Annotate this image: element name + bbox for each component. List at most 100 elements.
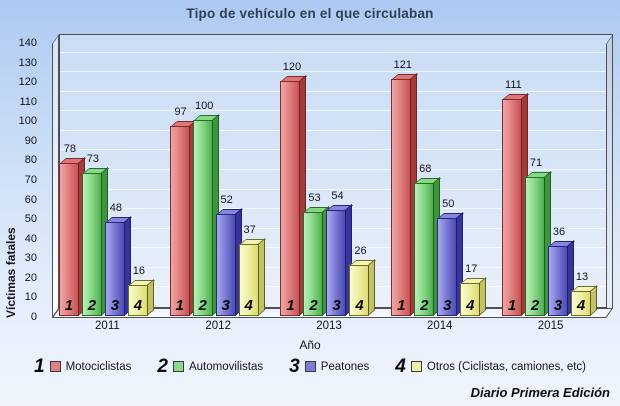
gridline <box>60 149 612 151</box>
bar-side-face <box>146 278 154 316</box>
gridline <box>60 90 612 92</box>
bar-2013-series1: 120 1 <box>280 61 308 316</box>
bar-series-number: 4 <box>576 297 586 314</box>
bar-value-label: 17 <box>465 262 478 275</box>
bar-2014-series2: 68 2 <box>414 163 442 316</box>
bar-value-label: 13 <box>575 270 589 283</box>
credit-text: Diario Primera Edición <box>470 385 610 400</box>
bar-2011-series4: 16 4 <box>127 265 156 316</box>
gridline <box>60 51 612 53</box>
bar-value-label: 53 <box>308 192 321 205</box>
legend-number: 3 <box>289 356 300 377</box>
x-tick-label: 2012 <box>205 320 231 332</box>
bar-series-number: 3 <box>332 297 341 314</box>
y-tick-label: 140 <box>18 37 37 49</box>
bar-value-label: 111 <box>505 78 522 91</box>
bar-2014-series3: 50 3 <box>437 198 465 316</box>
y-tick-label: 30 <box>24 252 37 265</box>
bar-side-face <box>479 276 487 316</box>
y-tick-label: 10 <box>24 291 37 304</box>
y-tick-label: 110 <box>19 95 37 108</box>
bar-group-2015: 111 1 71 2 36 3 13 4 <box>491 42 602 316</box>
y-tick-label: 0 <box>30 311 37 323</box>
bar-series-number: 1 <box>507 297 517 314</box>
bars-layer: 78 1 73 2 48 3 16 4 97 1 100 2 52 3 37 4 120 1 53 2 54 3 26 4 12… <box>52 42 606 316</box>
bar-series-number: 1 <box>64 297 74 314</box>
legend-item-2: 2 Automovilistas <box>157 357 263 376</box>
bar-value-label: 54 <box>331 190 344 203</box>
legend-label: Automovilistas <box>188 360 264 373</box>
legend-item-3: 3 Peatones <box>289 357 369 376</box>
gridline <box>60 169 612 170</box>
bar-2011-series1: 78 1 <box>58 143 87 316</box>
x-tick-label: 2011 <box>95 320 120 332</box>
bar-value-label: 71 <box>529 157 543 170</box>
legend-number: 4 <box>395 356 406 377</box>
chart-title: Tipo de vehículo en el que circulaban <box>186 6 434 21</box>
bar-value-label: 16 <box>132 264 145 277</box>
bar-2011-series3: 48 3 <box>104 202 133 316</box>
bar-side-face <box>368 259 376 316</box>
y-tick-label: 20 <box>24 271 37 284</box>
bar-series-number: 3 <box>443 297 452 314</box>
bar-group-2014: 121 1 68 2 50 3 17 4 <box>380 42 491 316</box>
bar-value-label: 121 <box>393 59 412 72</box>
bar-series-number: 2 <box>309 297 318 314</box>
y-tick-label: 130 <box>18 56 37 69</box>
bar-side-face <box>257 237 265 316</box>
bar-series-number: 4 <box>244 297 253 314</box>
gridline <box>60 110 612 112</box>
bar-value-label: 100 <box>194 100 214 113</box>
y-tick-label: 70 <box>24 174 37 186</box>
legend-swatch <box>304 361 316 372</box>
bar-2015-series4: 13 4 <box>571 271 599 316</box>
legend: 1 Motociclistas 2 Automovilistas 3 Peatones 4 O… <box>0 357 620 376</box>
bar-value-label: 78 <box>63 143 76 156</box>
x-axis-title: Año <box>299 338 321 352</box>
legend-label: Peatones <box>320 360 370 373</box>
bar-2014-series1: 121 1 <box>391 59 419 316</box>
bar-2012-series1: 97 1 <box>169 106 197 316</box>
y-tick-label: 100 <box>18 115 37 128</box>
y-tick-label: 40 <box>24 232 37 245</box>
bar-series-number: 1 <box>175 297 184 314</box>
bar-series-number: 4 <box>133 297 143 314</box>
legend-item-4: 4 Otros (Ciclistas, camiones, etc) <box>395 357 586 376</box>
bar-2012-series4: 37 4 <box>238 224 266 316</box>
x-tick-label: 2015 <box>537 320 564 332</box>
bar-group-2012: 97 1 100 2 52 3 37 4 <box>159 42 270 316</box>
legend-swatch <box>49 361 61 372</box>
bar-series-number: 2 <box>420 297 429 314</box>
y-tick-label: 50 <box>24 213 37 226</box>
bar-series-number: 4 <box>355 297 364 314</box>
y-tick-label: 60 <box>24 193 37 206</box>
legend-label: Otros (Ciclistas, camiones, etc) <box>426 360 586 373</box>
bar-series-number: 3 <box>110 297 120 314</box>
bar-value-label: 73 <box>86 153 99 166</box>
bar-2012-series2: 100 2 <box>192 100 220 316</box>
bar-value-label: 52 <box>220 194 233 207</box>
bar-group-2011: 78 1 73 2 48 3 16 4 <box>48 42 159 316</box>
bar-side-face <box>590 284 598 316</box>
legend-swatch <box>410 361 422 372</box>
legend-label: Motociclistas <box>65 360 132 373</box>
legend-number: 1 <box>33 356 45 377</box>
bar-2013-series2: 53 2 <box>303 192 331 316</box>
legend-item-1: 1 Motociclistas <box>34 357 131 376</box>
bar-2014-series4: 17 4 <box>460 263 488 316</box>
bar-value-label: 26 <box>354 245 367 258</box>
gridline <box>60 129 612 131</box>
y-tick-label: 90 <box>24 134 37 147</box>
bar-series-number: 3 <box>221 297 230 314</box>
bar-value-label: 37 <box>243 223 256 236</box>
x-tick-label: 2013 <box>316 320 342 332</box>
bar-2015-series3: 36 3 <box>548 226 576 316</box>
bar-value-label: 50 <box>442 198 455 211</box>
legend-swatch <box>172 361 184 372</box>
bar-series-number: 4 <box>466 297 475 314</box>
bar-series-number: 3 <box>553 297 563 314</box>
bar-2011-series2: 73 2 <box>81 153 110 316</box>
bar-series-number: 2 <box>87 297 97 314</box>
bar-series-number: 1 <box>397 297 406 314</box>
bar-2013-series4: 26 4 <box>349 245 377 316</box>
